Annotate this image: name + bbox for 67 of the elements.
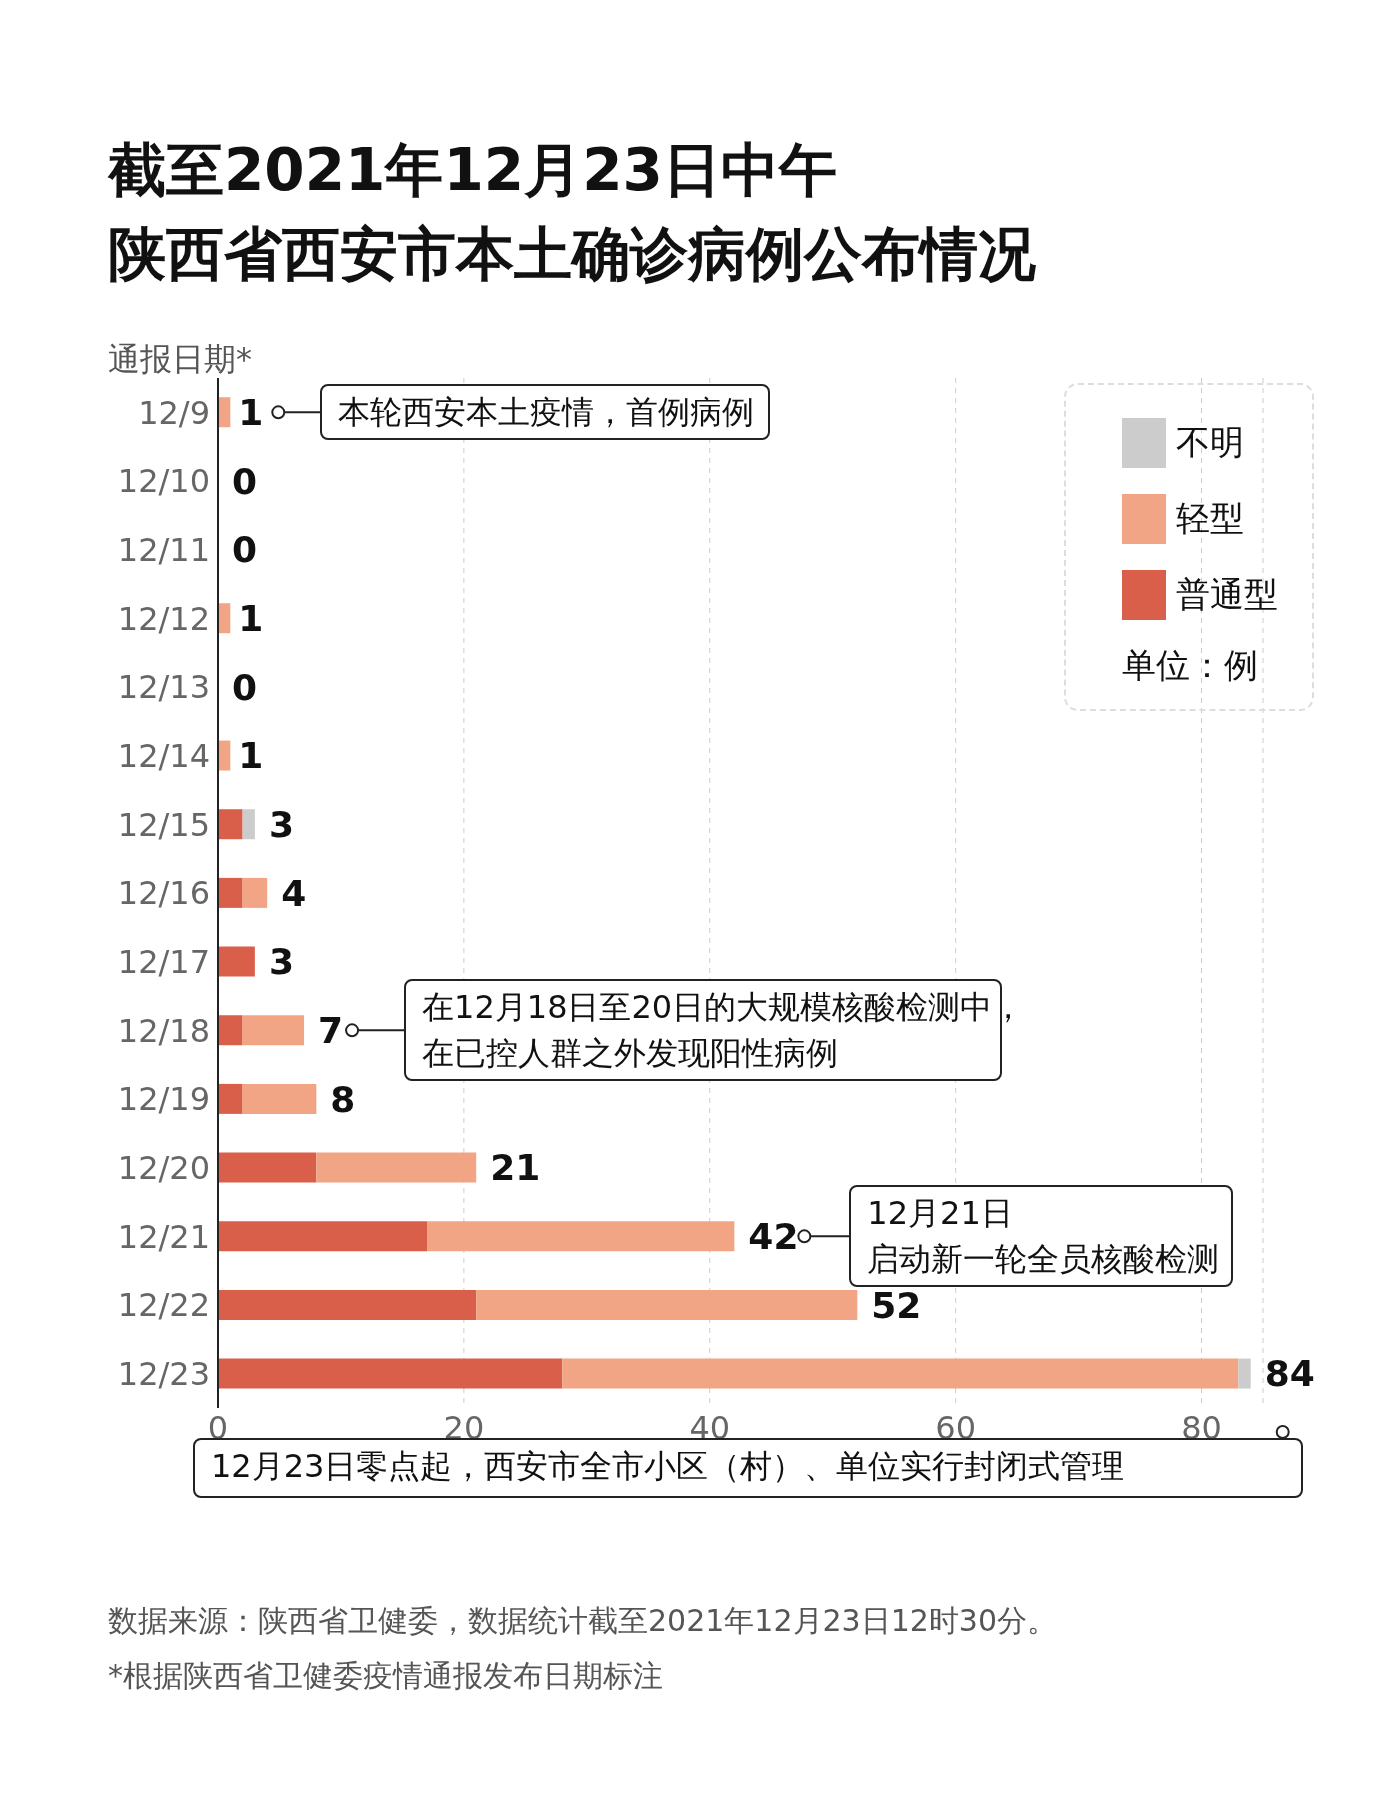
y-tick-label: 12/17 [117, 943, 210, 982]
legend-label: 不明 [1176, 421, 1244, 464]
total-label: 0 [232, 529, 258, 571]
bar [218, 946, 255, 977]
y-tick-label: 12/12 [117, 599, 210, 638]
bar [218, 809, 243, 840]
bar [218, 1289, 477, 1320]
total-label: 21 [490, 1147, 541, 1189]
total-label: 0 [232, 666, 258, 708]
bar [316, 1152, 477, 1183]
bar [476, 1289, 858, 1320]
total-label: 1 [238, 391, 264, 433]
annotation: 在已控人群之外发现阳性病例 [422, 1033, 840, 1075]
y-tick-label: 12/23 [117, 1355, 210, 1394]
chart-subtitle: 陕西省西安市本土确诊病例公布情况 [108, 219, 1036, 290]
legend-title: 单位：例 [1122, 644, 1259, 687]
bar [218, 1221, 427, 1252]
y-tick-label: 12/19 [117, 1080, 210, 1119]
total-label: 8 [330, 1078, 356, 1120]
legend-label: 轻型 [1176, 497, 1244, 540]
legend-label: 普通型 [1176, 573, 1278, 616]
bar [242, 1015, 305, 1046]
y-tick-label: 12/21 [117, 1217, 210, 1256]
total-label: 52 [871, 1284, 922, 1326]
total-label: 0 [232, 460, 258, 502]
y-tick-label: 12/22 [117, 1286, 210, 1325]
y-tick-label: 12/20 [117, 1149, 210, 1188]
y-tick-label: 12/10 [117, 462, 210, 501]
annotation: 12月21日 [867, 1193, 1014, 1235]
text: 12月23日零点起，西安市全市小区（村）、单位实行封闭式管理 [211, 1447, 1125, 1485]
bar [242, 877, 268, 908]
y-tick-label: 12/9 [138, 393, 210, 432]
bar [427, 1221, 735, 1252]
y-tick-label: 12/13 [117, 668, 210, 707]
bar [218, 1358, 563, 1389]
source-note: 数据来源：陕西省卫健委，数据统计截至2021年12月23日12时30分。 [108, 1602, 1058, 1640]
total-label: 3 [268, 941, 294, 983]
total-label: 42 [748, 1215, 799, 1257]
bar [218, 1152, 317, 1183]
text: *根据陕西省卫健委疫情通报发布日期标注 [108, 1657, 664, 1695]
chart-title: 截至2021年12月23日中午 [108, 135, 838, 206]
annotation: 启动新一轮全员核酸检测 [867, 1239, 1220, 1281]
x-tick-label: 60 [935, 1408, 977, 1447]
total-label: 1 [238, 597, 264, 639]
bar [242, 1083, 317, 1114]
annotation: 在12月18日至20日的大规模核酸检测中， [422, 987, 1025, 1029]
total-label: 1 [238, 735, 264, 777]
bar [218, 1083, 243, 1114]
x-tick-label: 80 [1181, 1408, 1222, 1447]
y-tick-label: 12/18 [117, 1011, 210, 1050]
y-tick-label: 12/15 [117, 805, 210, 844]
total-label: 7 [318, 1009, 344, 1051]
bar [1238, 1358, 1251, 1389]
x-tick-label: 40 [689, 1408, 731, 1447]
bar [562, 1358, 1239, 1389]
y-tick-label: 12/11 [117, 531, 210, 570]
total-label: 4 [281, 872, 307, 914]
bar [242, 809, 255, 840]
annotation: 本轮西安本土疫情，首例病例 [338, 392, 755, 434]
y-tick-label: 12/16 [117, 874, 210, 913]
total-label: 84 [1264, 1353, 1315, 1395]
y-axis-title: 通报日期* [108, 339, 252, 380]
y-tick-label: 12/14 [117, 737, 210, 776]
total-label: 3 [268, 803, 294, 845]
x-tick-label: 0 [207, 1408, 229, 1447]
bar [218, 877, 243, 908]
bar [218, 1015, 243, 1046]
